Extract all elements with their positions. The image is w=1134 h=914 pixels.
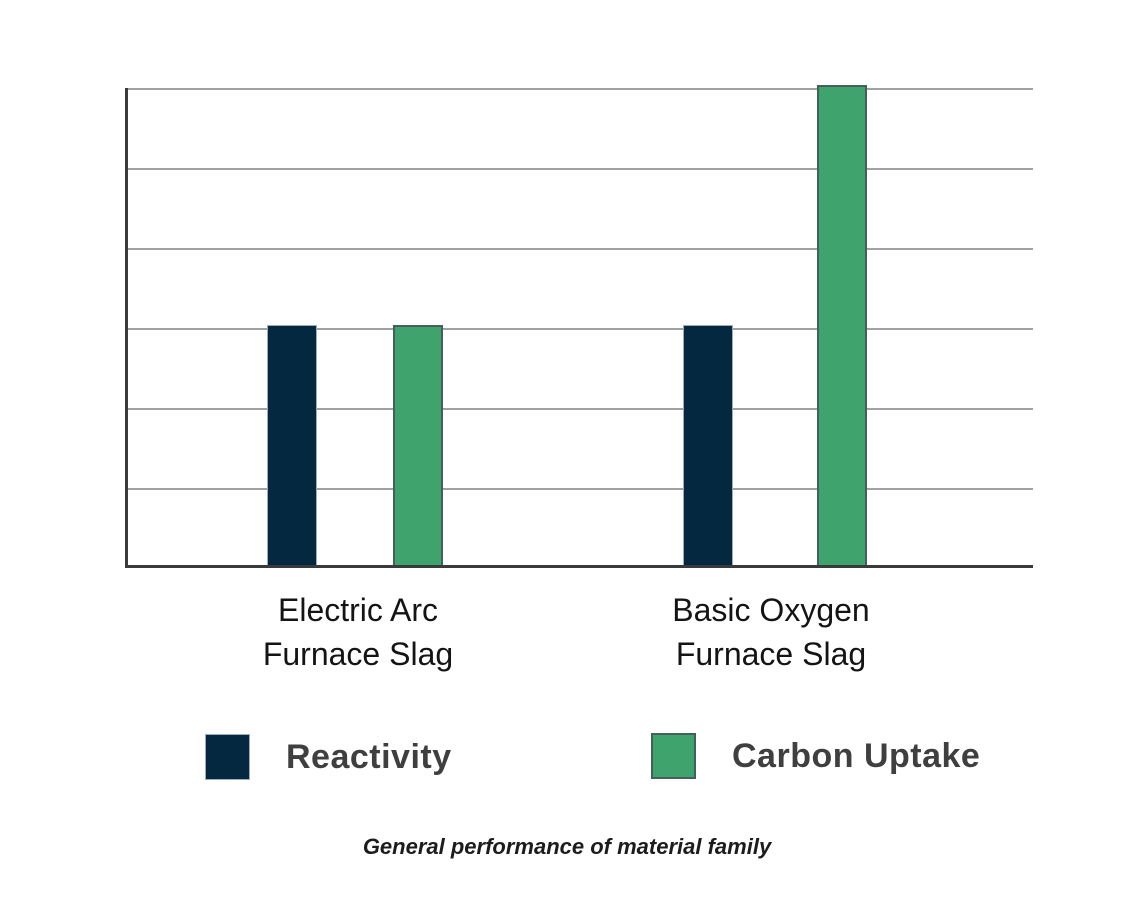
- bar-carbon-uptake-group-0: [393, 325, 443, 565]
- gridline: [128, 248, 1033, 250]
- gridline: [128, 488, 1033, 490]
- category-label-basic-oxygen: Basic Oxygen Furnace Slag: [672, 592, 870, 672]
- gridline: [128, 328, 1033, 330]
- legend-swatch-carbon-uptake: [651, 733, 696, 779]
- legend-label-reactivity: Reactivity: [286, 737, 452, 776]
- bar-reactivity-group-1: [683, 325, 733, 565]
- bar-reactivity-group-0: [267, 325, 317, 565]
- legend-label-carbon-uptake: Carbon Uptake: [732, 736, 981, 775]
- chart-caption: General performance of material family: [362, 834, 772, 859]
- category-label-electric-arc: Electric Arc Furnace Slag: [262, 592, 454, 672]
- legend-swatch-reactivity: [205, 734, 250, 780]
- legend-item-reactivity: Reactivity: [205, 734, 452, 780]
- gridline: [128, 88, 1033, 90]
- plot-area: [125, 85, 1033, 568]
- gridline: [128, 408, 1033, 410]
- gridline: [128, 168, 1033, 170]
- bar-carbon-uptake-group-1: [817, 85, 867, 565]
- legend-item-carbon-uptake: Carbon Uptake: [651, 733, 980, 779]
